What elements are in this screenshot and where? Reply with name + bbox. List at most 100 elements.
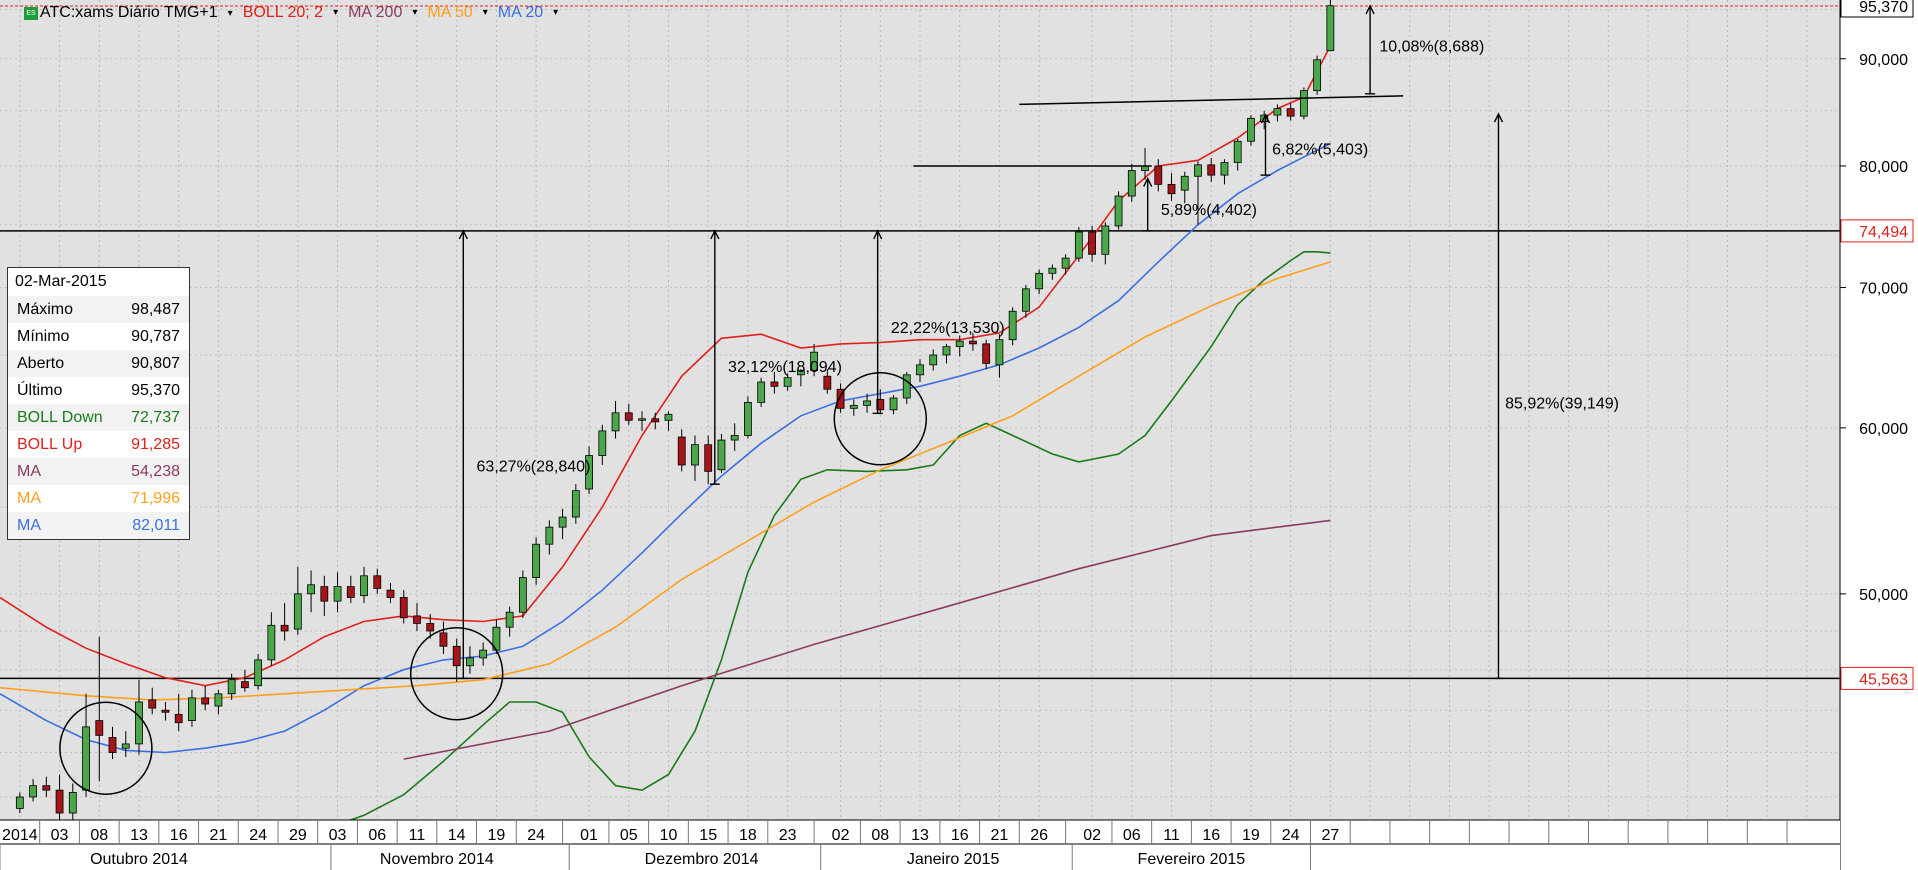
candle-body	[293, 593, 302, 630]
candle-body	[1220, 162, 1229, 176]
chevron-down-icon[interactable]: ▾	[412, 7, 418, 19]
candle-body	[704, 444, 713, 472]
month-label: Outubro 2014	[90, 851, 188, 868]
candle-body	[1207, 164, 1216, 176]
price-tick-label: 80,000	[1859, 159, 1908, 176]
candle-body	[108, 737, 117, 753]
date-tick-label: 21	[210, 827, 228, 844]
candle-body	[254, 659, 263, 687]
measure-label: 63,27%(28,840)	[477, 458, 591, 475]
candle-body	[571, 490, 580, 518]
candle-body	[532, 543, 541, 578]
candlesticks	[15, 0, 1335, 825]
candle-body	[691, 444, 699, 466]
indicator-label[interactable]: MA 20	[497, 4, 544, 21]
symbol-title[interactable]: ATC:xams Diário TMG+1	[40, 4, 218, 21]
candle-body	[68, 792, 77, 814]
candle-body	[360, 575, 368, 597]
candle-body	[518, 577, 527, 613]
info-label: MA	[17, 517, 41, 534]
candle-body	[29, 785, 37, 798]
date-tick-label: 08	[90, 827, 108, 844]
candle-body	[744, 402, 752, 436]
candle-body	[677, 436, 686, 466]
date-tick-label: 11	[1163, 827, 1180, 844]
candle-body	[823, 375, 832, 390]
info-label: Último	[17, 382, 63, 399]
candle-body	[95, 720, 104, 736]
info-row: MA 54,238	[8, 458, 189, 485]
date-tick-label: 05	[620, 827, 638, 844]
chevron-down-icon[interactable]: ▾	[227, 7, 233, 19]
candle-body	[638, 418, 646, 421]
candle-body	[1127, 170, 1136, 197]
candle-body	[863, 400, 871, 406]
candle-body	[15, 796, 24, 809]
chevron-down-icon[interactable]: ▾	[333, 7, 339, 19]
candle-body	[1021, 288, 1030, 312]
measure-label: 32,12%(18,094)	[728, 359, 842, 376]
price-tick-label: 60,000	[1859, 421, 1908, 438]
date-tick-label: 11	[409, 827, 426, 844]
candle-body	[148, 699, 157, 709]
candle-body	[598, 430, 607, 456]
date-axis-background	[0, 820, 1840, 870]
indicator-label[interactable]: BOLL 20; 2	[242, 4, 324, 21]
info-value: 72,737	[131, 409, 180, 426]
info-row: BOLL Down 72,737	[8, 404, 189, 431]
candle-body	[836, 388, 845, 409]
date-tick-label: 19	[488, 827, 506, 844]
date-axis[interactable]: 2014 03 08 13 16 21 24 29 03 06 11 14 19 24 01 05 10 15 18…	[0, 819, 1840, 870]
indicator-list: BOLL 20; 2 ▾ MA 200 ▾ MA 50 ▾ MA 20 ▾	[243, 4, 568, 22]
date-tick-label: 03	[329, 827, 347, 844]
candle-body	[346, 586, 355, 598]
price-highlight-label: 45,563	[1859, 671, 1908, 688]
date-tick-label: 16	[1202, 827, 1220, 844]
info-date: 02-Mar-2015	[15, 273, 107, 290]
info-value: 95,370	[131, 382, 180, 399]
candle-body	[333, 586, 342, 602]
price-axis[interactable]: 90,000 80,000 70,000 60,000 50,000 95,370 74,4…	[1839, 0, 1918, 870]
candle-body	[1008, 310, 1017, 341]
series-line	[403, 519, 1331, 760]
date-tick-label: 01	[580, 827, 598, 844]
date-tick-label: 13	[911, 827, 929, 844]
candle-body	[1154, 165, 1163, 185]
candle-body	[121, 743, 130, 749]
info-label: BOLL Down	[17, 409, 103, 426]
candle-body	[585, 455, 593, 490]
candle-body	[1167, 183, 1176, 195]
horizontal-levels	[0, 5, 1840, 680]
candle-body	[1313, 59, 1322, 92]
date-tick-label: 08	[871, 827, 889, 844]
date-tick-label: 16	[951, 827, 969, 844]
measure-arrowhead	[710, 229, 720, 240]
candle-body	[1326, 5, 1335, 52]
chevron-down-icon[interactable]: ▾	[553, 7, 559, 19]
measure-label: 10,08%(8,688)	[1379, 39, 1484, 56]
info-label: BOLL Up	[17, 436, 83, 453]
chart-header: ES ATC:xams Diário TMG+1 ▾ BOLL 20; 2 ▾ MA…	[0, 0, 568, 26]
price-tick-label: 50,000	[1859, 587, 1908, 604]
candle-body	[1035, 272, 1044, 290]
candle-body	[55, 789, 64, 814]
measure-label: 85,92%(39,149)	[1505, 395, 1619, 412]
candle-body	[849, 404, 858, 409]
indicator-label[interactable]: MA 200	[348, 4, 403, 21]
candle-body	[730, 435, 739, 441]
info-row: Aberto 90,807	[8, 350, 189, 377]
candle-body	[955, 340, 964, 348]
chevron-down-icon[interactable]: ▾	[482, 7, 488, 19]
candle-body	[624, 412, 633, 421]
info-label: MA	[17, 490, 41, 507]
measure-arrowhead	[458, 229, 468, 240]
price-highlight-box	[1840, 0, 1914, 18]
candle-body	[505, 611, 514, 628]
info-label: Mínimo	[17, 328, 70, 345]
candle-body	[796, 370, 805, 376]
candle-body	[902, 374, 911, 399]
indicator-label[interactable]: MA 50	[427, 4, 473, 21]
date-tick-label: 06	[1123, 827, 1141, 844]
candle-body	[783, 377, 792, 387]
